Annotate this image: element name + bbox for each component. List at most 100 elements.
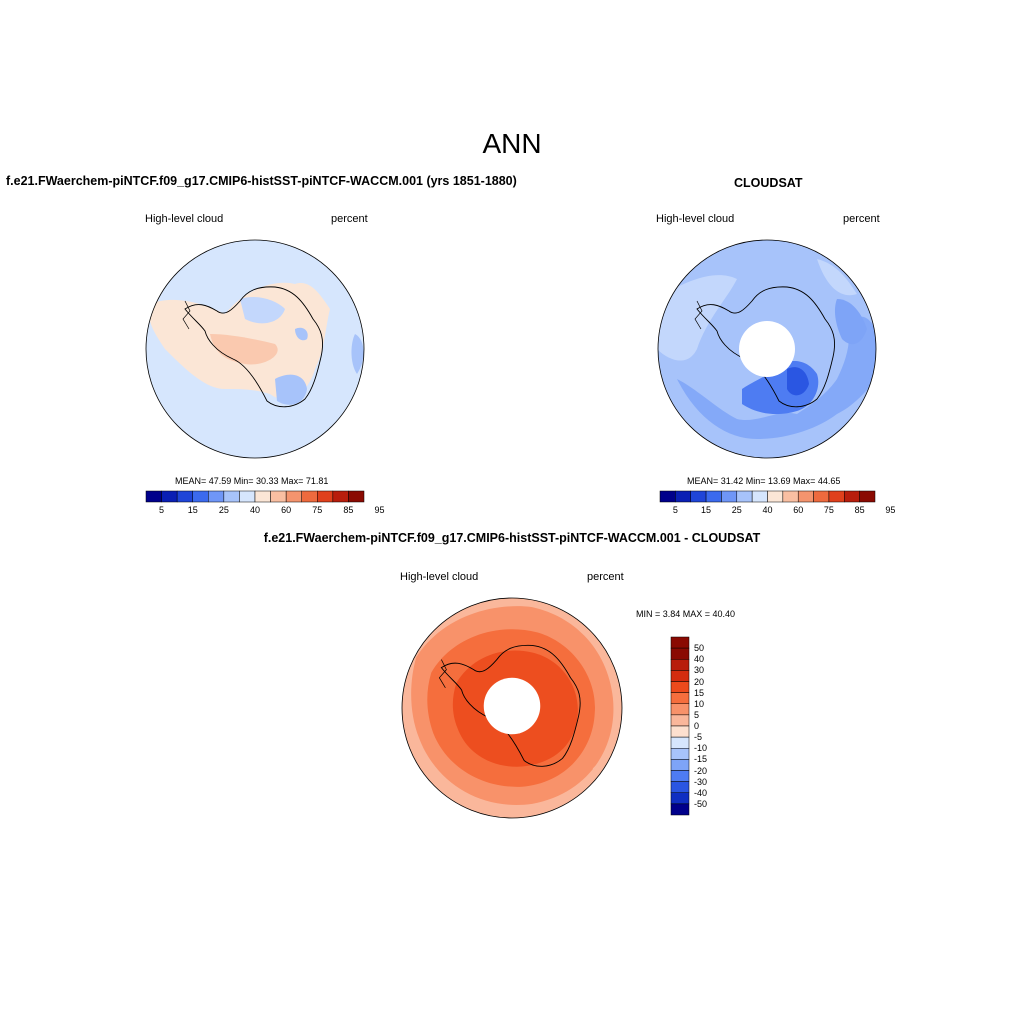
colorbar-swatch <box>670 647 690 660</box>
colorbar-swatch <box>254 490 271 503</box>
colorbar-swatch <box>348 490 365 503</box>
colorbar-swatch <box>223 490 240 503</box>
panel-1-cool-region-1 <box>275 374 307 405</box>
panel-2-units-label: percent <box>843 213 880 225</box>
panel-1-variable-label: High-level cloud <box>145 213 224 225</box>
colorbar-swatch <box>721 490 738 503</box>
colorbar-tick-label: 60 <box>281 505 292 515</box>
colorbar-tick-label: -50 <box>694 798 708 809</box>
panel-3-colorbar <box>670 636 690 816</box>
colorbar-swatch <box>670 703 690 716</box>
colorbar-swatch <box>659 490 676 503</box>
colorbar-swatch <box>270 490 287 503</box>
colorbar-swatch <box>192 490 209 503</box>
panel-2-title: CLOUDSAT <box>734 176 803 190</box>
colorbar-swatch <box>332 490 349 503</box>
colorbar-swatch <box>670 659 690 671</box>
panel-1-warm-core <box>210 334 278 365</box>
panel-3-title: f.e21.FWaerchem-piNTCF.f09_g17.CMIP6-his… <box>263 531 761 545</box>
colorbar-tick-label: 85 <box>854 505 865 515</box>
colorbar-tick-label: -20 <box>694 765 708 776</box>
colorbar-swatch <box>161 490 178 503</box>
panel-1-cool-region-3 <box>295 327 308 341</box>
colorbar-swatch <box>208 490 225 503</box>
colorbar-swatch <box>670 792 690 805</box>
colorbar-tick-label: 95 <box>885 505 896 515</box>
colorbar-tick-label: -10 <box>694 743 708 754</box>
colorbar-tick-label: 25 <box>218 505 229 515</box>
colorbar-tick-label: 15 <box>701 505 712 515</box>
colorbar-swatch <box>844 490 860 503</box>
colorbar-tick-label: 15 <box>694 687 705 698</box>
colorbar-tick-label: -5 <box>694 732 703 743</box>
colorbar-tick-label: 30 <box>694 665 705 676</box>
panel-2-light-region-2 <box>817 259 857 296</box>
colorbar-tick-label: 40 <box>249 505 260 515</box>
panel-2-mid-region <box>677 316 876 439</box>
colorbar-swatch <box>239 490 256 503</box>
colorbar-swatch <box>145 490 162 503</box>
panel-2-map <box>657 239 877 459</box>
colorbar-swatch <box>670 803 690 816</box>
colorbar-tick-label: -30 <box>694 776 708 787</box>
colorbar-swatch <box>317 490 334 503</box>
colorbar-tick-label: 5 <box>672 505 678 515</box>
panel-3-variable-label: High-level cloud <box>400 571 479 583</box>
colorbar-swatch <box>828 490 845 503</box>
colorbar-tick-label: 85 <box>343 505 354 515</box>
colorbar-swatch <box>670 681 690 693</box>
colorbar-swatch <box>670 714 690 727</box>
colorbar-swatch <box>859 490 876 503</box>
colorbar-tick-label: 25 <box>731 505 742 515</box>
panel-1-title: f.e21.FWaerchem-piNTCF.f09_g17.CMIP6-his… <box>6 174 517 188</box>
panel-2-mid-region-2 <box>834 299 867 345</box>
panel-1-units-label: percent <box>331 213 368 225</box>
colorbar-swatch <box>670 781 690 793</box>
colorbar-swatch <box>690 490 707 503</box>
colorbar-tick-label: 40 <box>762 505 773 515</box>
colorbar-tick-label: 0 <box>694 721 700 731</box>
colorbar-swatch <box>736 490 753 503</box>
colorbar-swatch <box>176 490 193 503</box>
colorbar-tick-label: 5 <box>159 505 165 515</box>
panel-2-light-region <box>658 275 737 361</box>
panel-2-stats: MEAN= 31.42 Min= 13.69 Max= 44.65 <box>687 476 841 486</box>
colorbar-tick-label: 10 <box>694 698 705 709</box>
panel-2-antarctica-outline <box>696 286 836 408</box>
colorbar-swatch <box>670 736 690 749</box>
colorbar-tick-label: -15 <box>694 754 708 765</box>
panel-1-stats: MEAN= 47.59 Min= 30.33 Max= 71.81 <box>175 476 329 486</box>
colorbar-swatch <box>670 770 690 782</box>
panel-2-strongest-region <box>787 367 809 396</box>
colorbar-tick-label: 15 <box>187 505 198 515</box>
colorbar-swatch <box>705 490 722 503</box>
colorbar-tick-label: 60 <box>793 505 804 515</box>
colorbar-swatch <box>670 759 690 771</box>
panel-3-antarctica-outline <box>440 644 581 767</box>
colorbar-swatch <box>301 490 318 503</box>
panel-1-colorbar <box>145 490 365 503</box>
colorbar-tick-label: -40 <box>694 787 708 798</box>
panel-1-cool-region-2 <box>240 297 285 324</box>
colorbar-tick-label: 75 <box>823 505 834 515</box>
panel-1-map <box>145 239 365 459</box>
colorbar-tick-label: 95 <box>374 505 385 515</box>
colorbar-swatch <box>670 748 690 760</box>
panel-1-antarctica-outline <box>184 286 324 408</box>
panel-2-colorbar <box>659 490 876 503</box>
figure-title: ANN <box>482 128 542 159</box>
colorbar-swatch <box>797 490 814 503</box>
colorbar-swatch <box>767 490 784 503</box>
panel-2-variable-label: High-level cloud <box>656 213 735 225</box>
colorbar-swatch <box>670 670 690 682</box>
colorbar-tick-label: 20 <box>694 676 705 687</box>
colorbar-tick-label: 75 <box>312 505 323 515</box>
colorbar-swatch <box>670 725 690 738</box>
colorbar-swatch <box>675 490 691 503</box>
colorbar-swatch <box>782 490 799 503</box>
panel-1-colorbar-ticks: 5 15 25 40 60 75 85 95 <box>146 505 385 517</box>
colorbar-swatch <box>670 636 690 649</box>
panel-3-map <box>401 597 623 819</box>
panel-2-colorbar-ticks: 5 15 25 40 60 75 85 95 <box>660 505 896 517</box>
colorbar-tick-label: 50 <box>694 643 705 654</box>
